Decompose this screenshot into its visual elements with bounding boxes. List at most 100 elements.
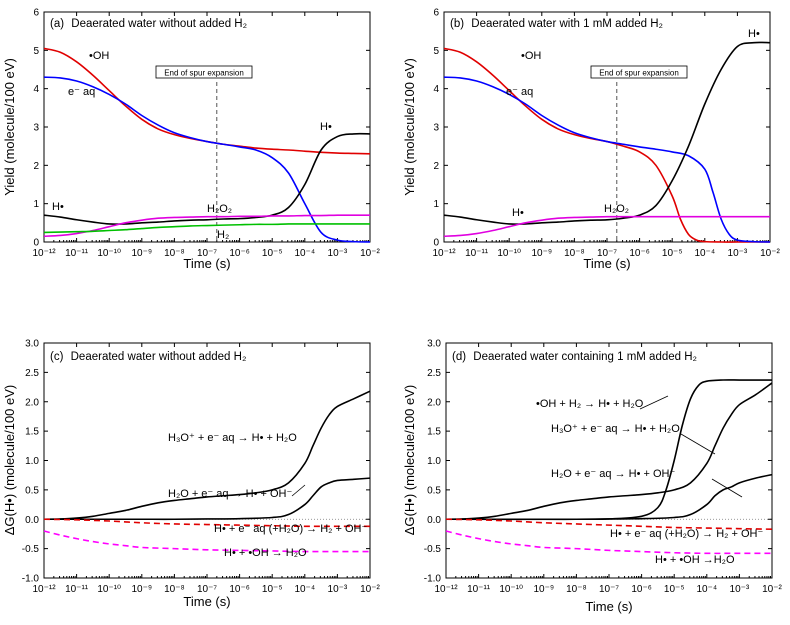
spur-label-a: End of spur expansion (164, 69, 244, 78)
leader-d-2 (711, 478, 743, 498)
x-tick-label: 10⁻⁵ (262, 584, 283, 595)
panel-title-d: (d) Deaerated water containing 1 mM adde… (452, 351, 697, 363)
x-tick-label: 10⁻⁴ (294, 584, 315, 595)
series-line-1 (443, 76, 771, 243)
annot-c-4: H• + •OH → H₂O (224, 547, 307, 559)
y-tick-label: 6 (433, 8, 439, 19)
x-tick-label: 10⁻¹² (32, 248, 56, 259)
annot-d-2: H₂O + e⁻ aq → H• + OH⁻ (551, 468, 675, 480)
x-tick-label: 10⁻¹¹ (65, 584, 89, 595)
x-tick-label: 10⁻³ (728, 248, 748, 259)
annot-d-4: H• + •OH →H₂O (655, 554, 735, 566)
x-tick-label: 10⁻⁸ (164, 584, 185, 595)
x-tick-label: 10⁻¹² (32, 584, 56, 595)
y-tick-label: 0.0 (25, 515, 39, 526)
series-line-3 (445, 518, 773, 531)
label-h-right-b: H• (748, 28, 760, 40)
panel-label-a: Deaerated water without added H₂ (71, 18, 247, 30)
series-line-0 (43, 390, 371, 521)
y-tick-label: -0.5 (22, 544, 40, 555)
x-axis-title-a: Time (s) (183, 256, 230, 271)
y-tick-label: 0.5 (25, 485, 39, 496)
series-line-3 (443, 215, 770, 238)
panel-title-b: (b) Deaerated water with 1 mM added H₂ (450, 18, 663, 30)
series-line-0 (443, 47, 770, 243)
series-line-2 (446, 473, 773, 521)
panel-title-c: (c) Deaerated water without added H₂ (50, 351, 246, 363)
label-eaq-a: e⁻ aq (68, 86, 95, 98)
x-tick-label: 10⁻⁶ (629, 248, 650, 259)
x-tick-label: 10⁻⁹ (533, 584, 554, 595)
y-tick-label: 1.5 (25, 427, 39, 438)
x-tick-label: 10⁻⁵ (262, 248, 283, 259)
series-group-c (43, 390, 371, 553)
y-tick-label: 0.0 (427, 515, 441, 526)
y-tick-label: 2 (33, 161, 39, 172)
x-tick-label: 10⁻⁶ (229, 584, 250, 595)
y-tick-label: 2 (433, 161, 439, 172)
plot-frame-d (445, 342, 773, 579)
annot-d-0: •OH + H₂ → H• + H₂O (536, 398, 644, 410)
series-group-b (443, 41, 771, 243)
y-tick-label: 0 (433, 238, 439, 249)
series-line-2 (43, 132, 371, 225)
panel-c: 10⁻¹² 10⁻¹¹ 10⁻¹⁰ 10⁻⁹ 10⁻⁸ 10⁻⁷ 10⁻⁶ 10⁻⁵ 10⁻⁴ 1… (2, 339, 381, 610)
annot-c-2: H₂O + e⁻ aq → H• + OH⁻ (168, 488, 292, 500)
panel-a: 10⁻¹² 10⁻¹¹ 10⁻¹⁰ 10⁻⁹ 10⁻⁸ 10⁻⁷ 10⁻⁶ 10⁻⁵ 10⁻⁴ 1… (2, 8, 381, 272)
y-tick-label: 0 (33, 238, 39, 249)
y-tick-label: -1.0 (22, 574, 40, 585)
x-tick-label: 10⁻⁷ (599, 584, 619, 595)
y-tick-label: 4 (33, 84, 39, 95)
x-axis-title-d: Time (s) (585, 599, 632, 614)
x-tick-label: 10⁻⁵ (664, 584, 685, 595)
x-tick-label: 10⁻⁴ (694, 248, 715, 259)
x-tick-label: 10⁻⁸ (564, 248, 585, 259)
y-tick-label: 2.0 (25, 397, 39, 408)
x-tick-label: 10⁻² (760, 248, 780, 259)
x-tick-label: 10⁻¹⁰ (97, 248, 121, 259)
x-tick-label: 10⁻³ (328, 584, 348, 595)
leader-d-1 (680, 433, 716, 455)
label-h-right-a: H• (320, 121, 332, 133)
y-tick-label: 2.0 (427, 397, 441, 408)
panel-id-d: (d) (452, 351, 466, 363)
y-tick-label: -0.5 (424, 544, 442, 555)
x-tick-label: 10⁻¹⁰ (497, 248, 521, 259)
x-tick-label: 10⁻³ (730, 584, 750, 595)
x-tick-label: 10⁻⁷ (597, 248, 617, 259)
y-tick-label: 1.0 (427, 456, 441, 467)
series-group-a (43, 47, 371, 243)
x-tick-label: 10⁻⁸ (164, 248, 185, 259)
panel-id-c: (c) (50, 351, 64, 363)
x-tick-label: 10⁻² (762, 584, 782, 595)
label-oh-b: •OH (521, 50, 541, 62)
y-tick-label: 1.5 (427, 427, 441, 438)
x-tick-label: 10⁻⁴ (294, 248, 315, 259)
x-tick-label: 10⁻¹¹ (467, 584, 491, 595)
x-tick-label: 10⁻⁶ (631, 584, 652, 595)
y-tick-label: 1 (33, 199, 39, 210)
panel-id-a: (a) (50, 18, 64, 30)
series-line-3 (43, 214, 370, 238)
spur-label-box-a (155, 65, 253, 79)
label-h-left-b: H• (512, 207, 524, 219)
label-eaq-b: e⁻ aq (506, 86, 533, 98)
y-tick-label: 4 (433, 84, 439, 95)
label-h-left-a: H• (52, 201, 64, 213)
y-tick-label: 5 (433, 46, 439, 57)
label-h2o2-b: H₂O₂ (604, 203, 629, 215)
plot-frame-c (43, 342, 371, 579)
label-oh-a: •OH (89, 50, 109, 62)
x-tick-label: 10⁻¹² (432, 248, 456, 259)
series-line-4 (43, 223, 370, 234)
series-group-d (445, 379, 773, 555)
label-h2o2-a: H₂O₂ (207, 203, 232, 215)
series-line-0 (43, 47, 371, 155)
series-line-1 (445, 382, 773, 521)
series-line-2 (443, 41, 771, 225)
y-tick-label: 6 (33, 8, 39, 19)
panel-label-b: Deaerated water with 1 mM added H₂ (471, 18, 663, 30)
series-line-3 (43, 530, 370, 553)
y-tick-label: 2.5 (427, 368, 441, 379)
